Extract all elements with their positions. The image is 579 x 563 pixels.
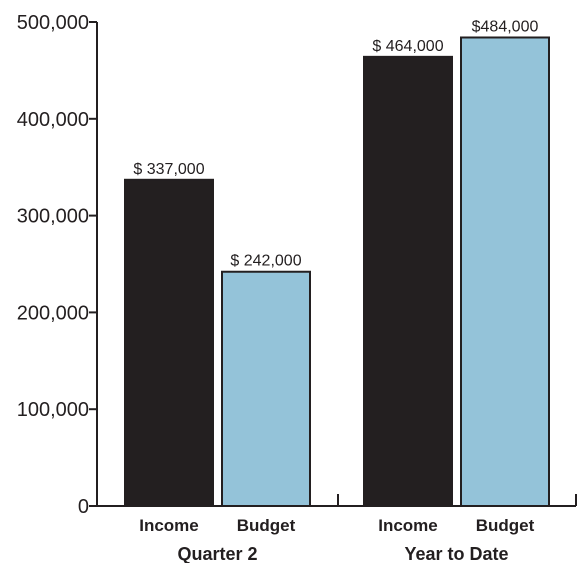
x-group-label: Year to Date: [404, 544, 508, 563]
y-tick-label: 200,000: [17, 302, 89, 324]
bar-income-year-to-date: [363, 55, 453, 508]
data-label: $484,000: [472, 18, 539, 35]
x-category-label: Income: [139, 516, 199, 535]
y-tick-label: 300,000: [17, 206, 89, 228]
bar-income-quarter-2: [124, 178, 214, 507]
x-category-label: Budget: [237, 516, 296, 535]
y-tick-label: 400,000: [17, 109, 89, 131]
x-category-label: Income: [378, 516, 438, 535]
bars: [124, 36, 550, 508]
y-tick-label: 100,000: [17, 399, 89, 421]
bar-budget-quarter-2: [221, 270, 311, 507]
y-tick-label: 0: [78, 496, 89, 518]
data-label: $ 337,000: [133, 161, 204, 178]
data-label: $ 242,000: [230, 253, 301, 270]
x-axis: Income Budget Quarter 2 Income Budget Year to…: [97, 494, 577, 563]
data-labels: $ 337,000 $ 242,000 $ 464,000 $484,000: [133, 18, 538, 269]
x-group-label: Quarter 2: [177, 544, 257, 563]
y-tick-label: 500,000: [17, 12, 89, 34]
data-label: $ 464,000: [372, 38, 443, 55]
bar-budget-year-to-date: [460, 36, 550, 507]
x-category-label: Budget: [476, 516, 535, 535]
y-axis: 0 100,000 200,000 300,000 400,000 500,000: [17, 12, 98, 518]
